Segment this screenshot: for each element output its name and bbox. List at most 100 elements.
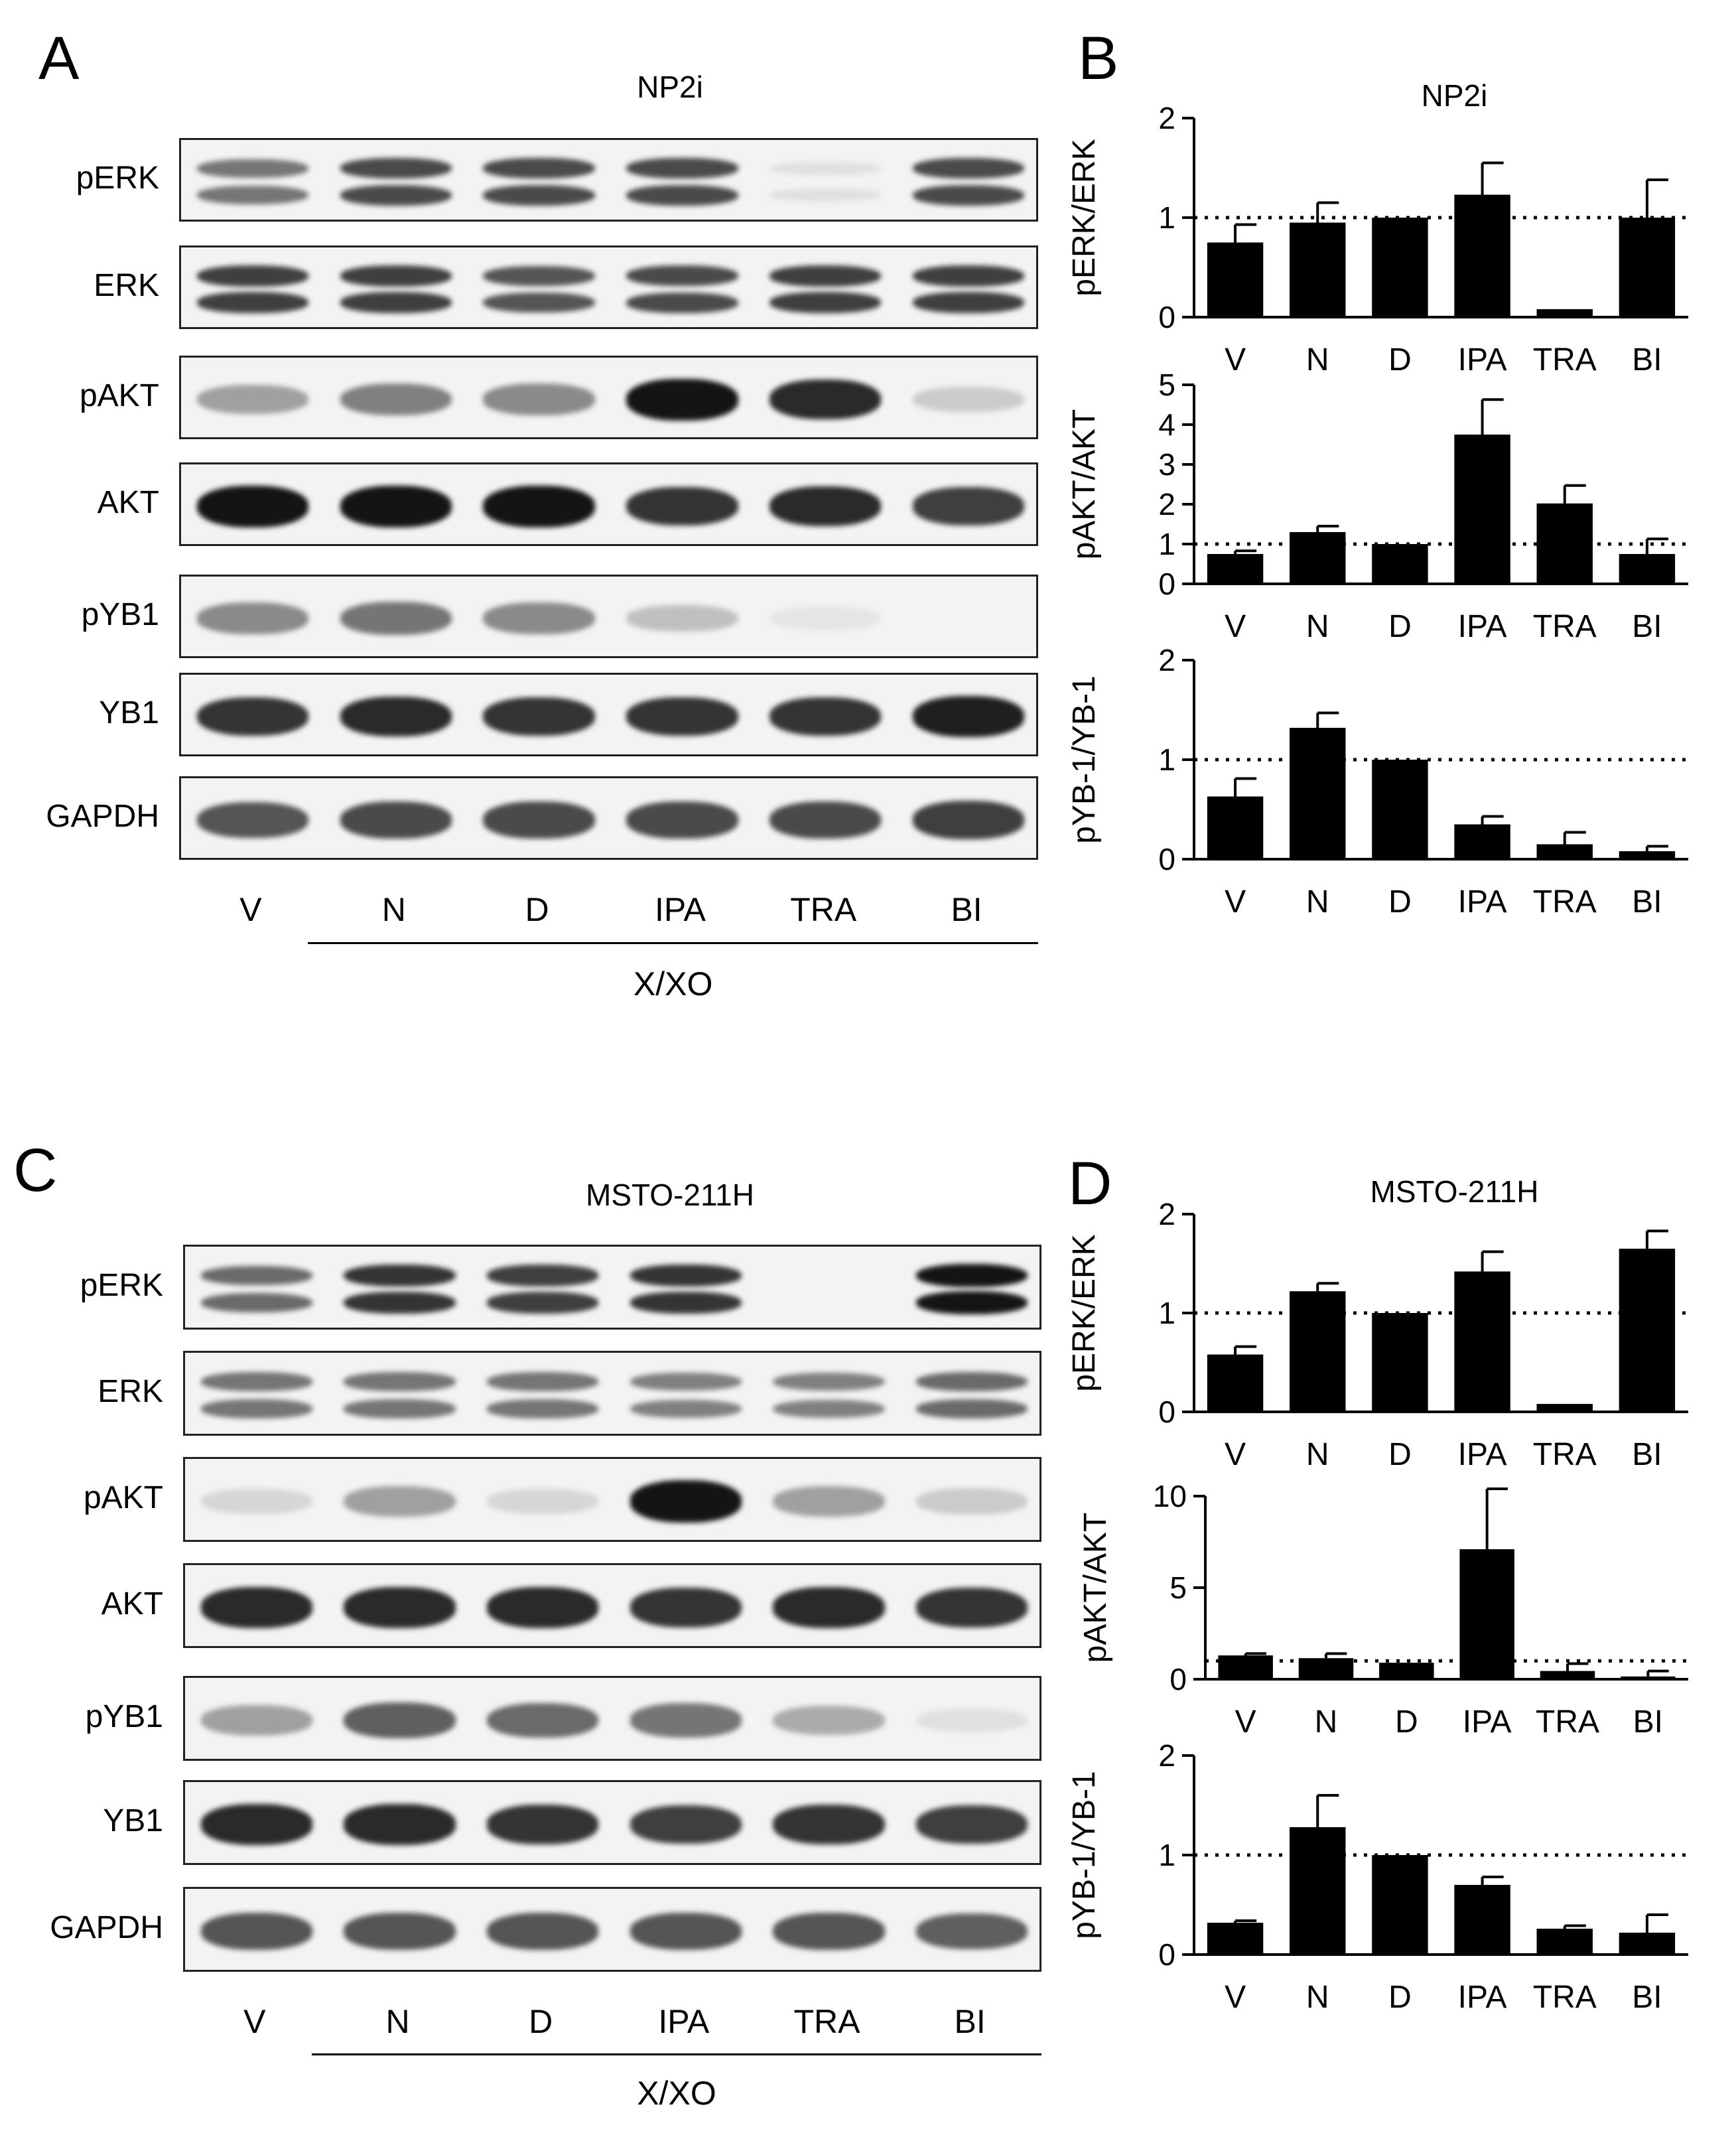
blot-band: [340, 485, 452, 527]
blot-band: [344, 1264, 456, 1287]
x-tick-label: TRA: [1536, 1704, 1599, 1740]
blot-band: [487, 1587, 599, 1628]
panel-label-b: B: [1078, 25, 1119, 92]
bar-bi: [1619, 218, 1676, 317]
blot-strip-perk: [179, 138, 1038, 222]
blot-band: [196, 602, 309, 634]
bar-ipa: [1454, 1885, 1510, 1955]
lane-label-d: D: [525, 891, 549, 928]
blot-band: [916, 1399, 1028, 1419]
x-tick-label: IPA: [1463, 1704, 1512, 1740]
blot-band: [487, 1265, 599, 1286]
x-tick-label: IPA: [1458, 1437, 1507, 1472]
blot-row-label-erk: ERK: [94, 268, 159, 303]
bar-d: [1372, 1855, 1428, 1955]
blot-band: [916, 1805, 1028, 1844]
x-tick-label: D: [1388, 342, 1412, 378]
lane-label-v: V: [243, 2003, 266, 2040]
bar-v: [1207, 1923, 1264, 1955]
blot-band: [487, 1372, 599, 1391]
y-tick-label: 0: [1158, 842, 1175, 876]
blot-band: [196, 186, 309, 205]
chart-title: MSTO-211H: [1370, 1174, 1539, 1209]
blot-row-label-pyb1: pYB1: [85, 1699, 163, 1734]
y-tick-label: 2: [1158, 101, 1175, 135]
treatment-group-line: [312, 2053, 1041, 2055]
x-tick-label: TRA: [1533, 1980, 1597, 2015]
bar-bi: [1619, 1249, 1676, 1412]
blot-strip-erk: [183, 1351, 1041, 1436]
blot-band: [912, 158, 1025, 179]
blot-band: [487, 1913, 599, 1950]
blot-strip-pakt: [179, 356, 1038, 439]
blot-band: [344, 1486, 456, 1517]
blot-row-label-pakt: pAKT: [79, 378, 159, 413]
x-tick-label: TRA: [1533, 342, 1597, 378]
x-tick-label: V: [1225, 609, 1246, 644]
blot-strip-pyb1: [183, 1676, 1041, 1761]
blot-band: [769, 379, 882, 420]
bar-tra: [1536, 844, 1593, 859]
blot-band: [916, 1371, 1028, 1392]
blot-row-label-erk: ERK: [98, 1374, 163, 1409]
blot-band: [912, 265, 1025, 287]
blot-band: [626, 697, 738, 736]
lane-label-ipa: IPA: [654, 891, 706, 928]
bar-ipa: [1454, 1271, 1510, 1412]
x-tick-label: V: [1225, 1980, 1246, 2015]
panel-label-d: D: [1068, 1150, 1112, 1217]
blot-band: [200, 1804, 312, 1845]
blot-band: [916, 1488, 1028, 1515]
x-tick-label: BI: [1632, 1980, 1662, 2015]
panel-label-a: A: [38, 25, 80, 92]
x-tick-label: N: [1306, 1437, 1329, 1472]
x-tick-label: V: [1225, 884, 1246, 920]
blot-strip-pakt: [183, 1457, 1041, 1542]
x-tick-label: N: [1306, 1980, 1329, 2015]
y-axis-label: pAKT/AKT: [1078, 1513, 1113, 1663]
blot-band: [487, 1399, 599, 1418]
panel-label-c: C: [13, 1137, 58, 1204]
blot-band: [916, 1588, 1028, 1627]
blot-row-label-akt: AKT: [97, 485, 159, 520]
blot-band: [200, 1399, 312, 1418]
blot-band: [487, 1488, 599, 1515]
blot-band: [773, 1399, 885, 1418]
blot-title-a: NP2i: [637, 70, 703, 104]
blot-band: [483, 697, 595, 736]
bar-n: [1290, 728, 1346, 859]
blot-band: [630, 1399, 742, 1418]
blot-band: [916, 1263, 1028, 1288]
treatment-group-label: X/XO: [637, 2075, 716, 2112]
blot-band: [200, 1913, 312, 1950]
blot-band: [916, 1708, 1028, 1733]
blot-band: [200, 1587, 312, 1628]
x-tick-label: TRA: [1533, 884, 1597, 920]
blot-band: [630, 1805, 742, 1844]
bar-ipa: [1454, 194, 1510, 317]
x-tick-label: V: [1225, 342, 1246, 378]
blot-row-label-perk: pERK: [80, 1268, 163, 1303]
y-axis-label: pERK/ERK: [1067, 1234, 1102, 1391]
blot-band: [344, 1587, 456, 1628]
blot-band: [483, 383, 595, 415]
x-tick-label: N: [1306, 884, 1329, 920]
y-axis-label: pYB-1/YB-1: [1067, 1771, 1102, 1939]
blot-band: [626, 604, 738, 632]
blot-band: [630, 1372, 742, 1391]
blot-band: [773, 1372, 885, 1391]
blot-row-label-perk: pERK: [76, 161, 159, 196]
y-tick-label: 5: [1158, 368, 1175, 402]
blot-strip-akt: [179, 462, 1038, 546]
bar-bi: [1619, 851, 1676, 859]
x-tick-label: IPA: [1458, 342, 1507, 378]
blot-row-label-akt: AKT: [101, 1586, 163, 1622]
lane-label-v: V: [239, 891, 262, 928]
y-tick-label: 3: [1158, 447, 1175, 482]
y-tick-label: 0: [1158, 567, 1175, 601]
blot-band: [912, 292, 1025, 314]
lane-label-tra: TRA: [790, 891, 857, 928]
lane-label-d: D: [529, 2003, 553, 2040]
blot-strip-pyb1: [179, 575, 1038, 658]
